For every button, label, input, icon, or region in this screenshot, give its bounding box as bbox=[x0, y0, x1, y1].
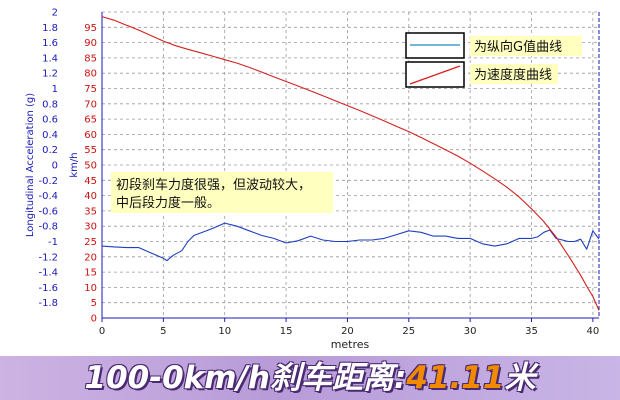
y-tick-label-left: -0.2 bbox=[38, 176, 58, 187]
banner-text: 100-0km/h刹车距离:41.11米 bbox=[0, 357, 620, 399]
y-tick-label-left: 1.6 bbox=[42, 38, 58, 49]
legend-label-bg-speed bbox=[470, 64, 558, 84]
axes bbox=[101, 12, 600, 319]
banner-prefix: 100-0km/h刹车距离: bbox=[84, 360, 407, 396]
y-axis-label-right: km/h bbox=[69, 152, 80, 177]
banner-unit: 米 bbox=[504, 360, 536, 396]
y-tick-label-left: -1.8 bbox=[38, 298, 58, 309]
y-tick-label-left: 1.8 bbox=[42, 23, 58, 34]
x-axis-ticks: 0 5 10 15 20 25 30 35 40 bbox=[99, 318, 599, 337]
annotation-line-2: 中后段力度一般。 bbox=[116, 195, 220, 211]
legend-label-speed-curve: 为速度度曲线 bbox=[474, 67, 552, 83]
left-axis-ticks: 2 1.8 1.6 1.4 1.2 1 0.8 0.6 0.4 0.2 0 -0.2 -0.4 -0.6 -… bbox=[38, 8, 58, 310]
y-tick-label-left: -1 bbox=[48, 237, 58, 248]
y-tick-label-right: 40 bbox=[84, 191, 97, 202]
y-tick-label-right: 95 bbox=[84, 23, 97, 34]
y-tick-label-right: 45 bbox=[84, 176, 97, 187]
y-tick-label-right: 70 bbox=[84, 99, 97, 110]
y-tick-label-right: 5 bbox=[91, 298, 97, 309]
series-line-speed-curve bbox=[101, 16, 600, 311]
x-tick-label: 20 bbox=[341, 326, 354, 337]
annotation: 初段刹车力度很强，但波动较大， 中后段力度一般。 bbox=[111, 172, 333, 213]
y-tick-label-right: 10 bbox=[84, 283, 97, 294]
annotation-background bbox=[111, 172, 333, 213]
y-tick-label-right: 75 bbox=[84, 84, 97, 95]
y-axis-label-left: Longitudinal Acceleration (g) bbox=[25, 93, 36, 237]
y-tick-label-left: 0.4 bbox=[42, 130, 58, 141]
y-tick-label-left: 0.6 bbox=[42, 115, 58, 126]
x-axis-label: metres bbox=[331, 338, 370, 351]
y-tick-label-right: 55 bbox=[84, 145, 97, 156]
y-tick-label-right: 30 bbox=[84, 222, 97, 233]
y-tick-label-left: 1.4 bbox=[42, 53, 58, 64]
annotation-line-1: 初段刹车力度很强，但波动较大， bbox=[116, 177, 311, 193]
y-tick-label-left: 0 bbox=[52, 161, 58, 172]
grid bbox=[101, 11, 599, 318]
banner-distance-value: 41.11 bbox=[406, 360, 505, 396]
y-tick-label-right: 60 bbox=[84, 130, 97, 141]
legend-swatch-speed-curve bbox=[409, 65, 461, 85]
x-tick-label: 35 bbox=[525, 326, 538, 337]
legend: 为纵向G值曲线 为速度度曲线 bbox=[405, 32, 582, 88]
y-tick-label-left: -0.6 bbox=[38, 206, 58, 217]
series-line-g-curve bbox=[101, 222, 600, 262]
braking-chart: 2 1.8 1.6 1.4 1.2 1 0.8 0.6 0.4 0.2 0 -0.2 -0.4 -0.6 -… bbox=[25, 7, 600, 351]
y-tick-label-left: 1.2 bbox=[42, 69, 58, 80]
y-tick-label-right: 35 bbox=[84, 206, 97, 217]
y-tick-label-left: -0.8 bbox=[38, 222, 58, 233]
y-tick-label-right: 20 bbox=[84, 252, 97, 263]
y-tick-label-left: -1.2 bbox=[38, 252, 58, 263]
y-tick-label-right: 0 bbox=[91, 314, 97, 325]
legend-label-g-curve: 为纵向G值曲线 bbox=[474, 39, 562, 55]
x-tick-label: 10 bbox=[218, 326, 231, 337]
series-layer bbox=[101, 16, 600, 311]
y-tick-label-left: 0.8 bbox=[42, 99, 58, 110]
y-tick-label-right: 65 bbox=[84, 115, 97, 126]
x-tick-label: 5 bbox=[160, 326, 166, 337]
braking-distance-banner: 100-0km/h刹车距离:41.11米 bbox=[0, 356, 620, 400]
y-tick-label-left: 1 bbox=[52, 84, 58, 95]
y-tick-label-left: -0.4 bbox=[38, 191, 58, 202]
y-tick-label-right: 25 bbox=[84, 237, 97, 248]
x-tick-label: 15 bbox=[280, 326, 293, 337]
x-tick-label: 0 bbox=[99, 326, 105, 337]
x-tick-label: 25 bbox=[402, 326, 415, 337]
y-tick-label-left: 2 bbox=[52, 8, 58, 19]
y-tick-label-left: 0.2 bbox=[42, 145, 58, 156]
y-tick-label-right: 90 bbox=[84, 38, 97, 49]
y-tick-label-left: -1.6 bbox=[38, 283, 58, 294]
y-tick-label-right: 85 bbox=[84, 53, 97, 64]
y-tick-label-right: 50 bbox=[84, 161, 97, 172]
y-tick-label-right: 80 bbox=[84, 69, 97, 80]
y-tick-label-right: 15 bbox=[84, 268, 97, 279]
y-tick-label-left: -1.4 bbox=[38, 268, 58, 279]
x-tick-label: 40 bbox=[586, 326, 599, 337]
legend-label-bg-g bbox=[470, 36, 582, 56]
x-tick-label: 30 bbox=[464, 326, 477, 337]
